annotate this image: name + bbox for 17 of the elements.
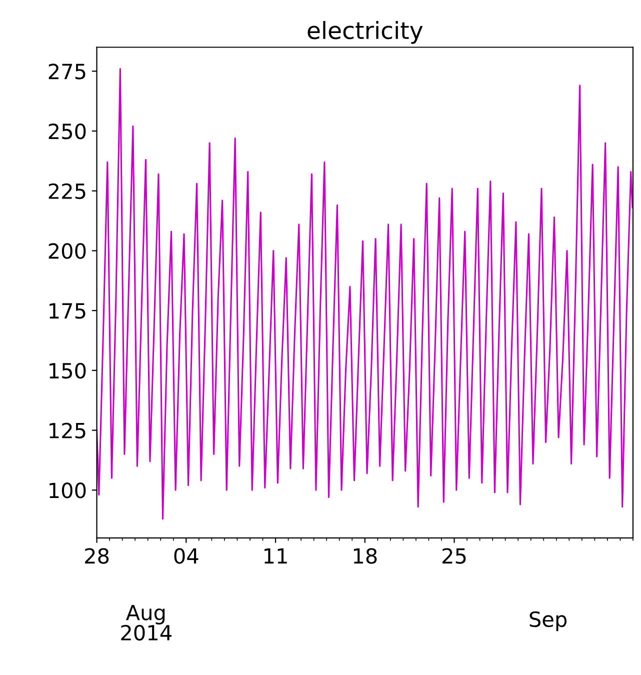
chart-title: electricity	[308, 20, 423, 44]
text: Sep	[530, 611, 567, 632]
y-tick-label: 225	[48, 183, 86, 200]
x-tick-label: 11	[264, 548, 287, 564]
y-tick-label: 125	[50, 422, 86, 438]
text: Aug 2014	[121, 604, 172, 641]
y-tick-label: 100	[50, 482, 86, 498]
x-tick-label: 04	[174, 548, 198, 564]
y-tick-label: 200	[48, 243, 86, 259]
y-tick-label: 175	[50, 303, 86, 319]
line-series	[96, 68, 633, 520]
x-tick-label: 28	[85, 548, 109, 564]
y-tick-label: 250	[48, 123, 86, 140]
y-tick-label: 275	[48, 64, 86, 80]
x-tick-label: 18	[354, 548, 377, 564]
y-tick-label: 150	[50, 362, 86, 379]
x-tick-label: 25	[442, 548, 466, 564]
